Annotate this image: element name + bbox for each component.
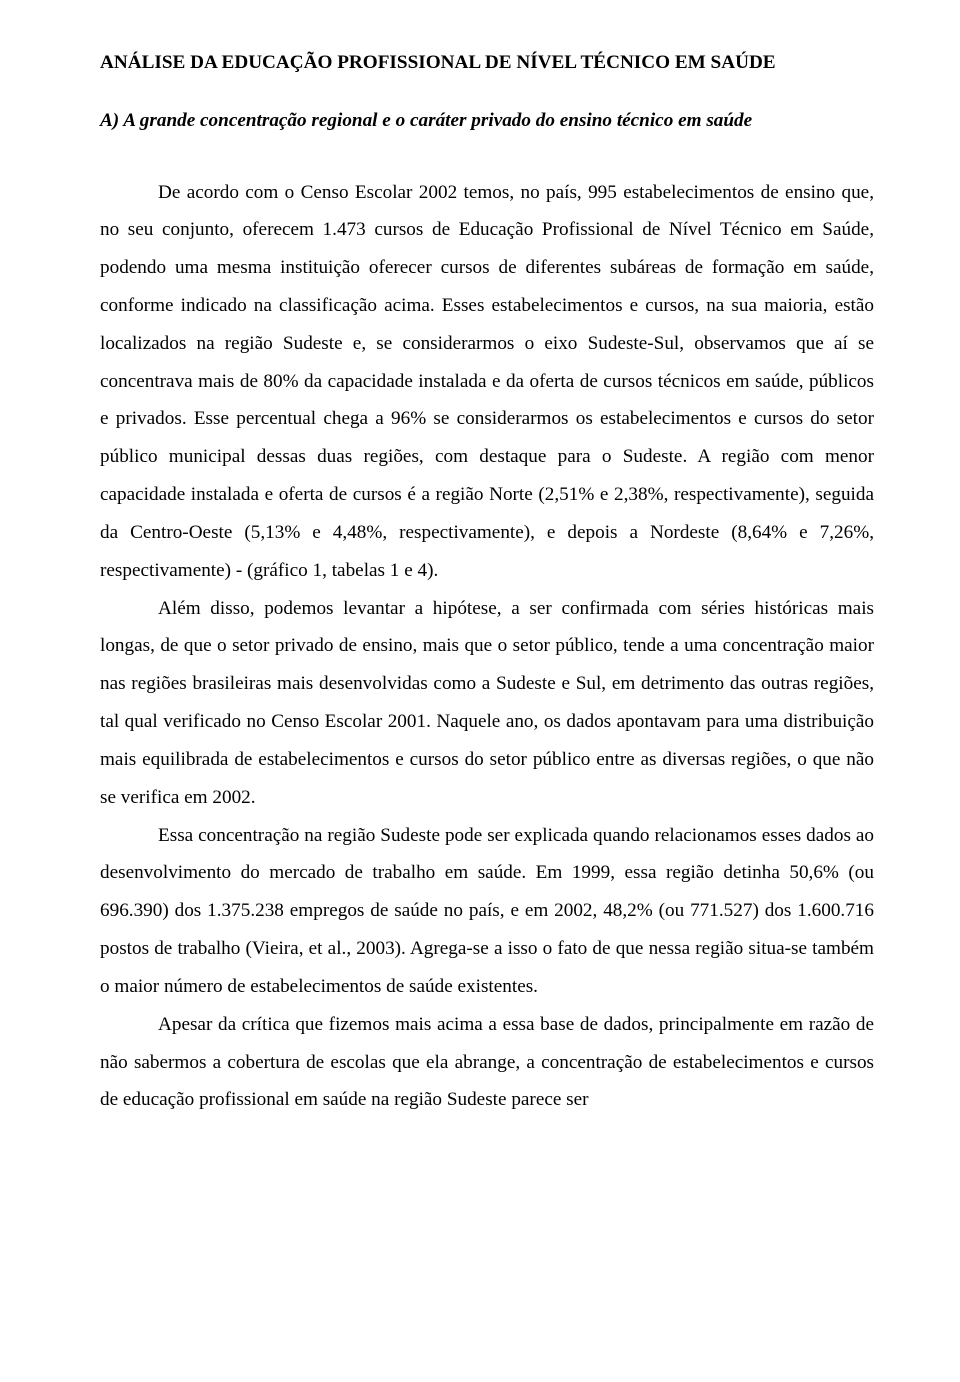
paragraph: De acordo com o Censo Escolar 2002 temos… (100, 174, 874, 590)
paragraph: Além disso, podemos levantar a hipótese,… (100, 590, 874, 817)
document-subtitle: A) A grande concentração regional e o ca… (100, 106, 874, 136)
document-title: ANÁLISE DA EDUCAÇÃO PROFISSIONAL DE NÍVE… (100, 48, 874, 78)
document-page: ANÁLISE DA EDUCAÇÃO PROFISSIONAL DE NÍVE… (0, 0, 960, 1382)
paragraph: Essa concentração na região Sudeste pode… (100, 817, 874, 1006)
paragraph: Apesar da crítica que fizemos mais acima… (100, 1006, 874, 1119)
document-body: De acordo com o Censo Escolar 2002 temos… (100, 174, 874, 1120)
